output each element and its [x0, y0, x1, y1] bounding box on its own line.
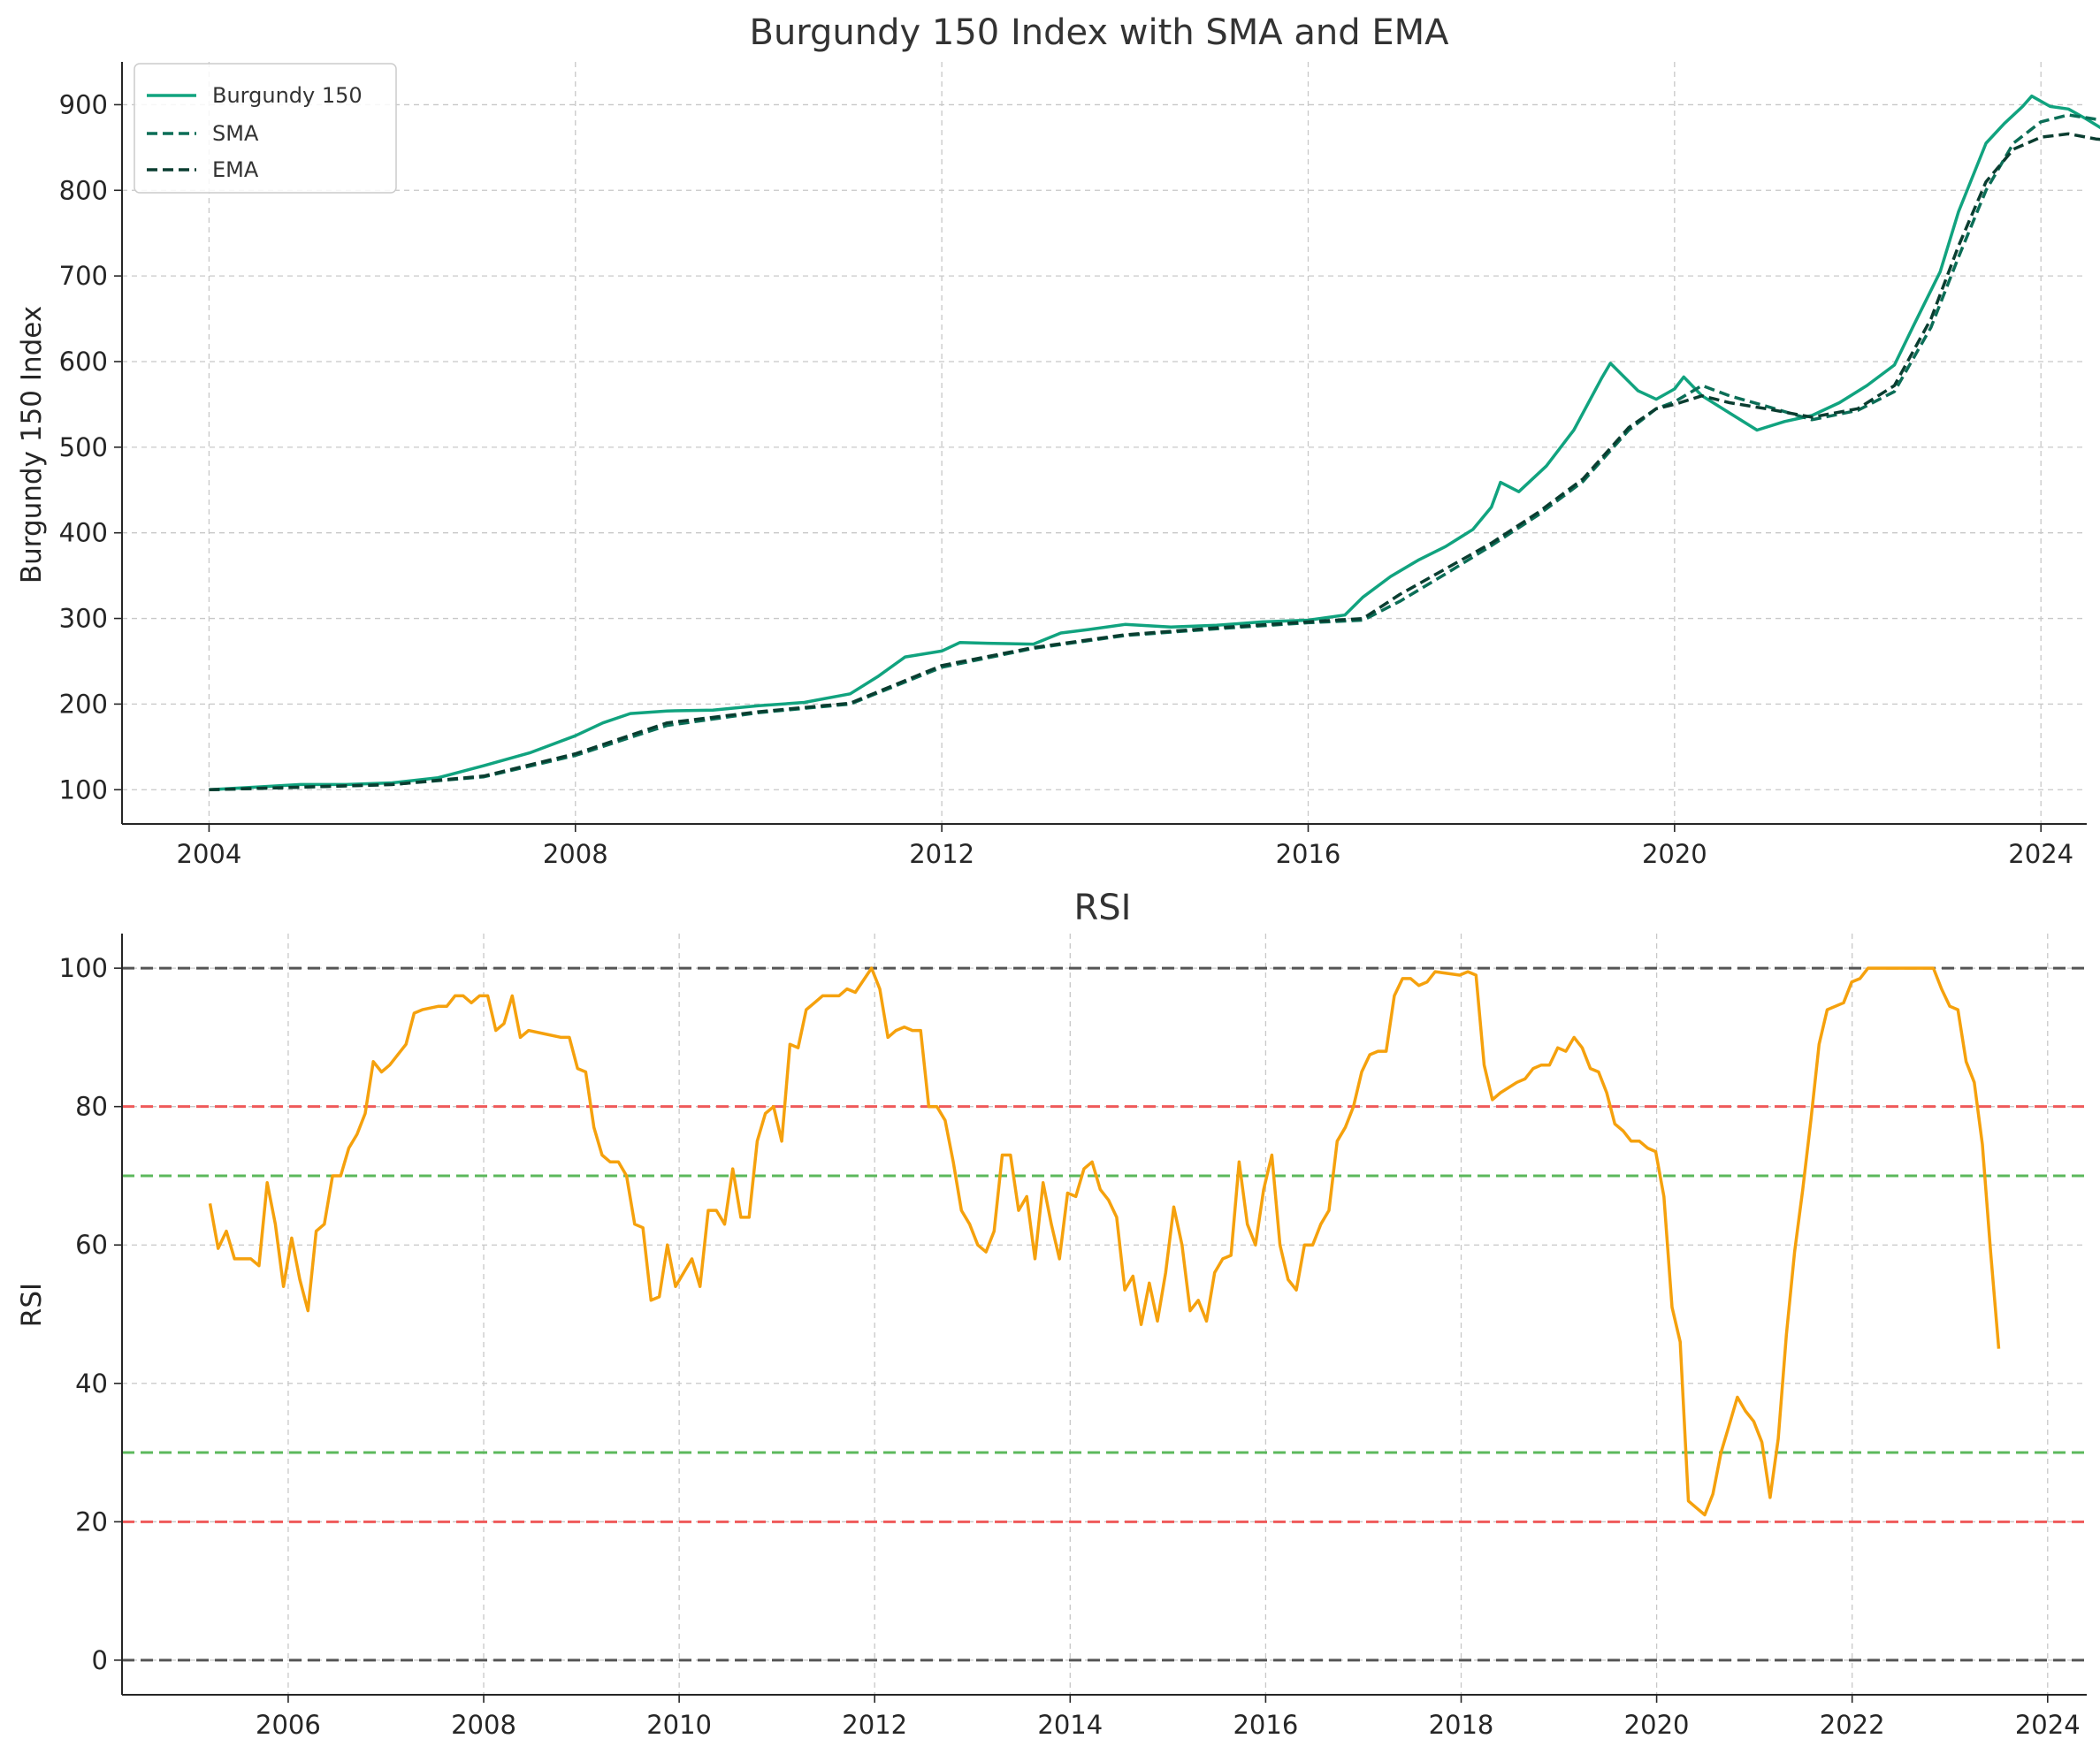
y-tick-label: 800	[59, 175, 108, 205]
price-chart-title: Burgundy 150 Index with SMA and EMA	[750, 12, 1450, 53]
x-tick-label: 2020	[1624, 1710, 1690, 1740]
y-tick-label: 600	[59, 347, 108, 377]
price-series	[209, 94, 2100, 792]
y-tick-label: 200	[59, 689, 108, 719]
price-y-axis-label: Burgundy 150 Index	[16, 306, 48, 583]
x-tick-label: 2004	[177, 839, 242, 869]
series-line-rsi	[208, 966, 2001, 1517]
y-tick-label: 300	[59, 604, 108, 634]
x-tick-label: 2024	[2008, 839, 2073, 869]
x-tick-label: 2012	[909, 839, 974, 869]
rsi-grid	[122, 934, 2087, 1695]
y-tick-label: 100	[59, 953, 108, 983]
y-tick-label: 100	[59, 774, 108, 805]
price-ticks: 2004 2008 2012 2016 2020 2024 100 200 300 400 500 6…	[59, 89, 2073, 869]
legend-box	[134, 63, 397, 194]
rsi-axes	[121, 934, 2087, 1696]
x-tick-label: 2016	[1233, 1710, 1298, 1740]
x-tick-label: 2020	[1642, 839, 1707, 869]
legend-label-ema: EMA	[212, 157, 259, 182]
rsi-ticks: 2006 2008 2010 2012 2014 2016 2018 2020 2022 2024…	[59, 953, 2081, 1740]
rsi-series	[208, 966, 2001, 1517]
legend-label-sma: SMA	[212, 121, 259, 146]
price-axes	[121, 62, 2087, 825]
x-tick-label: 2012	[842, 1710, 907, 1740]
x-tick-label: 2010	[646, 1710, 712, 1740]
price-chart: Burgundy 150 Index with SMA and EMA 2004…	[16, 12, 2100, 869]
x-tick-label: 2014	[1037, 1710, 1103, 1740]
series-line-sma	[209, 113, 2100, 792]
y-tick-label: 40	[75, 1369, 108, 1399]
y-tick-label: 0	[92, 1645, 108, 1675]
rsi-reference-lines	[122, 966, 2087, 1662]
rsi-chart: RSI 2006 2008 2010 2012 2014 2016 2018 2020 2022…	[16, 888, 2087, 1740]
price-legend: Burgundy 150 SMA EMA	[134, 63, 397, 194]
x-tick-label: 2022	[1820, 1710, 1885, 1740]
y-tick-label: 80	[75, 1092, 108, 1122]
y-tick-label: 400	[59, 518, 108, 548]
legend-label-price: Burgundy 150	[212, 83, 363, 108]
x-tick-label: 2008	[543, 839, 608, 869]
y-tick-label: 500	[59, 432, 108, 462]
rsi-chart-title: RSI	[1074, 888, 1132, 928]
x-tick-label: 2006	[256, 1710, 321, 1740]
rsi-y-axis-label: RSI	[16, 1283, 48, 1327]
series-line-burgundy-150	[209, 94, 2100, 792]
x-tick-label: 2024	[2015, 1710, 2081, 1740]
y-tick-label: 700	[59, 261, 108, 291]
x-tick-label: 2008	[451, 1710, 516, 1740]
x-tick-label: 2016	[1276, 839, 1341, 869]
y-tick-label: 20	[75, 1506, 108, 1537]
x-tick-label: 2018	[1429, 1710, 1494, 1740]
series-line-ema	[209, 132, 2100, 792]
y-tick-label: 60	[75, 1230, 108, 1260]
y-tick-label: 900	[59, 89, 108, 119]
price-grid	[122, 62, 2087, 824]
